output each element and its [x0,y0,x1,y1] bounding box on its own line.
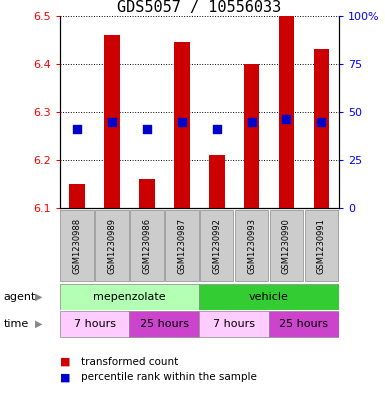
Text: ▶: ▶ [35,319,42,329]
Bar [129,311,199,338]
Bar [69,184,85,208]
Bar [199,283,339,310]
Bar [60,311,129,338]
Text: GSM1230987: GSM1230987 [177,218,186,274]
Bar [60,283,199,310]
Bar [305,210,338,281]
Bar [200,210,233,281]
Point [283,116,290,122]
Bar [165,210,199,281]
Title: GDS5057 / 10556033: GDS5057 / 10556033 [117,0,281,15]
Bar [104,35,120,208]
Point [109,118,115,125]
Bar [209,155,224,208]
Text: 7 hours: 7 hours [74,319,116,329]
Bar [60,210,94,281]
Text: ■: ■ [60,356,70,367]
Bar [244,64,259,208]
Bar [279,16,294,208]
Bar [235,210,268,281]
Point [248,118,254,125]
Bar [130,210,164,281]
Text: GSM1230989: GSM1230989 [107,218,117,274]
Text: GSM1230990: GSM1230990 [282,218,291,274]
Text: mepenzolate: mepenzolate [93,292,166,302]
Bar [174,42,190,208]
Point [179,118,185,125]
Text: GSM1230992: GSM1230992 [212,218,221,274]
Text: time: time [4,319,29,329]
Bar [199,311,269,338]
Bar [139,180,155,208]
Text: 7 hours: 7 hours [213,319,255,329]
Text: transformed count: transformed count [81,356,178,367]
Text: ■: ■ [60,372,70,382]
Text: vehicle: vehicle [249,292,289,302]
Bar [270,210,303,281]
Text: GSM1230988: GSM1230988 [73,218,82,274]
Text: ▶: ▶ [35,292,42,302]
Bar [313,50,329,208]
Text: 25 hours: 25 hours [140,319,189,329]
Text: GSM1230991: GSM1230991 [317,218,326,274]
Text: 25 hours: 25 hours [280,319,328,329]
Point [144,126,150,132]
Text: GSM1230993: GSM1230993 [247,218,256,274]
Point [74,126,80,132]
Text: percentile rank within the sample: percentile rank within the sample [81,372,257,382]
Bar [269,311,339,338]
Bar [95,210,129,281]
Point [214,126,220,132]
Text: GSM1230986: GSM1230986 [142,218,151,274]
Text: agent: agent [4,292,36,302]
Point [318,118,325,125]
